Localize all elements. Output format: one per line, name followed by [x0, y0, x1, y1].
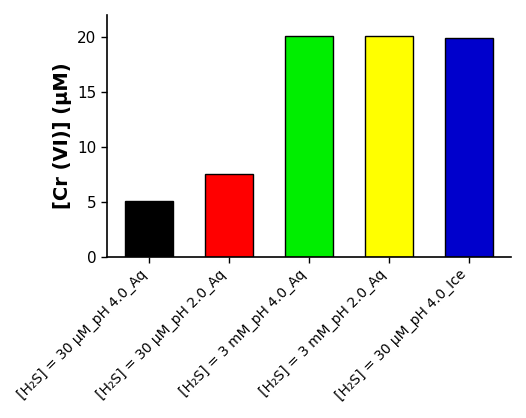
Bar: [125, 201, 173, 257]
Bar: [285, 36, 333, 257]
Bar: [365, 36, 413, 257]
Bar: [444, 38, 493, 257]
Bar: [205, 174, 253, 257]
Y-axis label: [Cr (VI)] (μM): [Cr (VI)] (μM): [53, 62, 72, 209]
